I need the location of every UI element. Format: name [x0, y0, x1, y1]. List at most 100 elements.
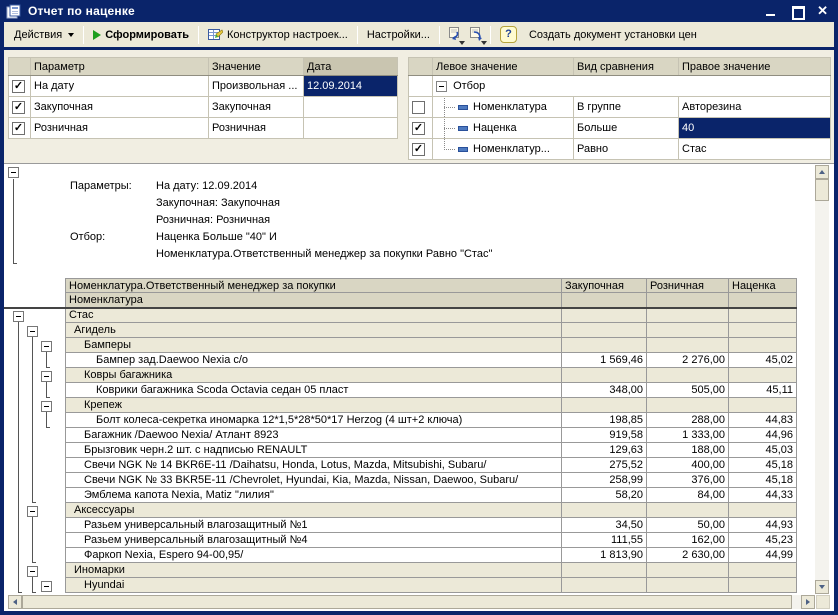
checkbox[interactable]: ✓: [12, 79, 25, 93]
retail-price-cell[interactable]: [646, 502, 729, 518]
markup-cell[interactable]: [728, 337, 797, 353]
purchase-price-cell[interactable]: 258,99: [561, 472, 647, 488]
col-purchase[interactable]: Закупочная: [561, 278, 647, 293]
filter-row[interactable]: ✓ Номенклатур... Равно Стас: [408, 138, 831, 160]
group-collapse-icon[interactable]: [27, 326, 38, 337]
vertical-scroll-thumb[interactable]: [815, 179, 829, 201]
table-row[interactable]: Агидель: [65, 322, 797, 338]
retail-price-cell[interactable]: [646, 322, 729, 338]
retail-price-cell[interactable]: 1 333,00: [646, 427, 729, 443]
retail-price-cell[interactable]: [646, 337, 729, 353]
markup-cell[interactable]: [728, 397, 797, 413]
scroll-right-button[interactable]: [801, 595, 815, 609]
filter-cmp-cell[interactable]: В группе: [573, 96, 679, 118]
filter-col-cmp[interactable]: Вид сравнения: [573, 57, 679, 76]
checkbox[interactable]: ✓: [12, 100, 25, 114]
group-name-cell[interactable]: Стас: [65, 307, 562, 323]
table-row[interactable]: Брызговик черн.2 шт. с надписью RENAULT 1…: [65, 442, 797, 458]
create-price-doc-button[interactable]: Создать документ установки цен: [523, 24, 703, 45]
item-name-cell[interactable]: Бампер зад.Daewoo Nexia с/о: [65, 352, 562, 368]
horizontal-scrollbar[interactable]: [8, 595, 815, 609]
table-row[interactable]: Hyundai: [65, 577, 797, 593]
markup-cell[interactable]: [728, 562, 797, 578]
scroll-down-button[interactable]: [815, 580, 829, 594]
param-value-cell[interactable]: Произвольная ...: [208, 75, 304, 97]
item-name-cell[interactable]: Разьем универсальный влагозащитный №1: [65, 517, 562, 533]
table-row[interactable]: Разьем универсальный влагозащитный №4 111…: [65, 532, 797, 548]
col-markup[interactable]: Наценка: [728, 278, 797, 293]
table-row[interactable]: Багажник /Daewoo Nexia/ Атлант 8923 919,5…: [65, 427, 797, 443]
save-settings-button[interactable]: [465, 24, 487, 45]
col-nomenclature[interactable]: Номенклатура: [65, 292, 562, 309]
filter-left-cell[interactable]: Номенклатура: [432, 96, 574, 118]
item-name-cell[interactable]: Свечи NGK № 14 BKR6E-11 /Daihatsu, Honda…: [65, 457, 562, 473]
filter-col-left[interactable]: Левое значение: [432, 57, 574, 76]
markup-cell[interactable]: [728, 502, 797, 518]
retail-price-cell[interactable]: 505,00: [646, 382, 729, 398]
group-collapse-icon[interactable]: [41, 371, 52, 382]
markup-cell[interactable]: 44,96: [728, 427, 797, 443]
table-row[interactable]: Коврики багажника Scoda Octavia седан 05…: [65, 382, 797, 398]
checkbox[interactable]: ✓: [412, 121, 425, 135]
group-collapse-icon[interactable]: [41, 401, 52, 412]
markup-cell[interactable]: 44,83: [728, 412, 797, 428]
filter-cmp-cell[interactable]: Больше: [573, 117, 679, 139]
group-name-cell[interactable]: Крепеж: [65, 397, 562, 413]
retail-price-cell[interactable]: [646, 577, 729, 593]
param-name-cell[interactable]: Закупочная: [30, 96, 209, 118]
purchase-price-cell[interactable]: [561, 307, 647, 323]
params-row[interactable]: ✓ На дату Произвольная ... 12.09.2014: [8, 75, 398, 97]
table-row[interactable]: Иномарки: [65, 562, 797, 578]
table-row[interactable]: Свечи NGK № 33 BKR5E-11 /Chevrolet, Hyun…: [65, 472, 797, 488]
item-name-cell[interactable]: Брызговик черн.2 шт. с надписью RENAULT: [65, 442, 562, 458]
purchase-price-cell[interactable]: [561, 367, 647, 383]
settings-constructor-button[interactable]: Конструктор настроек...: [202, 24, 354, 45]
purchase-price-cell[interactable]: 919,58: [561, 427, 647, 443]
markup-cell[interactable]: 44,33: [728, 487, 797, 503]
markup-cell[interactable]: [728, 577, 797, 593]
minimize-button[interactable]: [765, 5, 777, 17]
param-name-cell[interactable]: Розничная: [30, 117, 209, 139]
purchase-price-cell[interactable]: [561, 502, 647, 518]
group-name-cell[interactable]: Иномарки: [65, 562, 562, 578]
retail-price-cell[interactable]: 288,00: [646, 412, 729, 428]
group-collapse-icon[interactable]: [13, 311, 24, 322]
generate-button[interactable]: Сформировать: [87, 24, 195, 45]
params-row[interactable]: ✓ Закупочная Закупочная: [8, 96, 398, 118]
param-date-cell[interactable]: 12.09.2014: [303, 75, 398, 97]
retail-price-cell[interactable]: [646, 397, 729, 413]
purchase-price-cell[interactable]: 34,50: [561, 517, 647, 533]
item-name-cell[interactable]: Разьем универсальный влагозащитный №4: [65, 532, 562, 548]
retail-price-cell[interactable]: 188,00: [646, 442, 729, 458]
group-collapse-icon[interactable]: [27, 506, 38, 517]
retail-price-cell[interactable]: [646, 307, 729, 323]
retail-price-cell[interactable]: 376,00: [646, 472, 729, 488]
filter-right-cell[interactable]: Авторезина: [678, 96, 831, 118]
params-col-date[interactable]: Дата: [303, 57, 398, 76]
retail-price-cell[interactable]: 84,00: [646, 487, 729, 503]
item-name-cell[interactable]: Фаркоп Nexia, Espero 94-00,95/: [65, 547, 562, 563]
purchase-price-cell[interactable]: 348,00: [561, 382, 647, 398]
horizontal-scroll-thumb[interactable]: [22, 595, 792, 609]
checkbox[interactable]: [412, 100, 425, 114]
params-row[interactable]: ✓ Розничная Розничная: [8, 117, 398, 139]
filter-row[interactable]: ✓ Наценка Больше 40: [408, 117, 831, 139]
param-name-cell[interactable]: На дату: [30, 75, 209, 97]
table-row[interactable]: Бампер зад.Daewoo Nexia с/о 1 569,46 2 276…: [65, 352, 797, 368]
table-row[interactable]: Разьем универсальный влагозащитный №1 34,…: [65, 517, 797, 533]
item-name-cell[interactable]: Свечи NGK № 33 BKR5E-11 /Chevrolet, Hyun…: [65, 472, 562, 488]
group-collapse-icon[interactable]: [41, 581, 52, 592]
restore-settings-button[interactable]: [443, 24, 465, 45]
group-name-cell[interactable]: Аксессуары: [65, 502, 562, 518]
retail-price-cell[interactable]: 2 630,00: [646, 547, 729, 563]
header-collapse-icon[interactable]: [8, 167, 19, 178]
item-name-cell[interactable]: Болт колеса-секретка иномарка 12*1,5*28*…: [65, 412, 562, 428]
vertical-scrollbar[interactable]: [815, 165, 829, 594]
filter-row[interactable]: Номенклатура В группе Авторезина: [408, 96, 831, 118]
retail-price-cell[interactable]: 2 276,00: [646, 352, 729, 368]
markup-cell[interactable]: 45,11: [728, 382, 797, 398]
purchase-price-cell[interactable]: [561, 397, 647, 413]
purchase-price-cell[interactable]: 111,55: [561, 532, 647, 548]
group-collapse-icon[interactable]: [41, 341, 52, 352]
settings-button[interactable]: Настройки...: [361, 24, 436, 45]
